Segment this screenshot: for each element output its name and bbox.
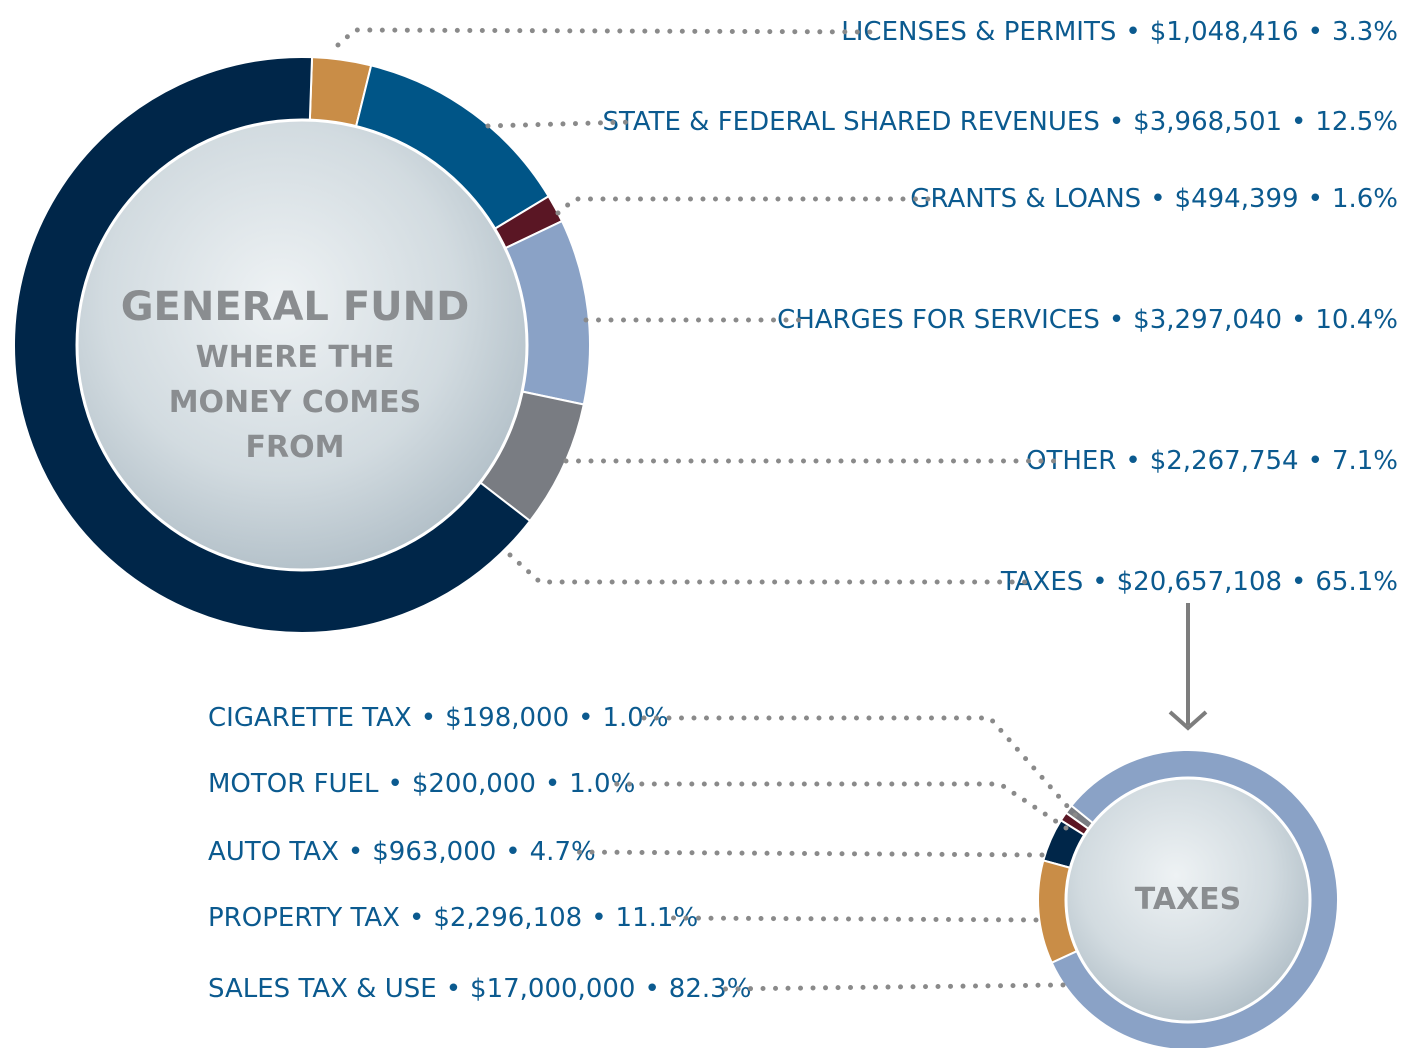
segment-label: TAXES • $20,657,108 • 65.1% <box>1000 567 1398 597</box>
leader-line <box>720 982 1066 992</box>
segment-label: PROPERTY TAX • $2,296,108 • 11.1% <box>208 903 698 933</box>
donut-center <box>75 118 529 572</box>
arrow-head <box>1168 710 1208 731</box>
label-part: $1,048,416 <box>1150 17 1299 47</box>
label-part: SALES TAX & USE <box>208 974 437 1004</box>
segment-label: LICENSES & PERMITS • $1,048,416 • 3.3% <box>841 17 1398 47</box>
segment-label: MOTOR FUEL • $200,000 • 1.0% <box>208 769 635 799</box>
label-part: • <box>446 974 461 1004</box>
label-part: • <box>1092 567 1107 597</box>
label-part: 7.1% <box>1332 446 1398 476</box>
label-part: MOTOR FUEL <box>208 769 379 799</box>
label-part: • <box>578 703 593 733</box>
label-part: • <box>1125 17 1140 47</box>
label-part: CHARGES FOR SERVICES <box>777 305 1100 335</box>
leader-line <box>667 915 1039 923</box>
chart-subtitle: WHERE THE MONEY COMES FROM <box>168 340 422 465</box>
label-part: • <box>591 903 606 933</box>
label-part: $2,296,108 <box>433 903 582 933</box>
label-part: • <box>505 837 520 867</box>
donut-center <box>1064 776 1312 1024</box>
label-part: 1.0% <box>569 769 635 799</box>
label-part: • <box>545 769 560 799</box>
label-part: • <box>1109 305 1124 335</box>
segment-label: OTHER • $2,267,754 • 7.1% <box>1026 446 1398 476</box>
segment-label: CHARGES FOR SERVICES • $3,297,040 • 10.4% <box>777 305 1398 335</box>
segment-label: GRANTS & LOANS • $494,399 • 1.6% <box>910 184 1398 214</box>
chart-title: TAXES <box>1134 882 1242 917</box>
label-part: STATE & FEDERAL SHARED REVENUES <box>602 107 1099 137</box>
label-part: AUTO TAX <box>208 837 339 867</box>
leader-line <box>555 196 943 216</box>
label-part: • <box>1308 446 1323 476</box>
label-part: • <box>421 703 436 733</box>
label-part: • <box>1291 305 1306 335</box>
label-part: $200,000 <box>412 769 536 799</box>
label-part: $198,000 <box>445 703 569 733</box>
label-part: • <box>1150 184 1165 214</box>
label-part: • <box>348 837 363 867</box>
label-part: PROPERTY TAX <box>208 903 400 933</box>
label-part: • <box>387 769 402 799</box>
label-part: $20,657,108 <box>1117 567 1282 597</box>
label-part: GRANTS & LOANS <box>910 184 1141 214</box>
segment-label: AUTO TAX • $963,000 • 4.7% <box>208 837 596 867</box>
label-part: $17,000,000 <box>470 974 635 1004</box>
label-part: $3,968,501 <box>1133 107 1282 137</box>
label-part: CIGARETTE TAX <box>208 703 412 733</box>
label-part: 3.3% <box>1332 17 1398 47</box>
segment-label: STATE & FEDERAL SHARED REVENUES • $3,968,5… <box>602 107 1398 137</box>
leader-line <box>507 552 1034 585</box>
label-part: • <box>409 903 424 933</box>
leader-line <box>485 119 635 129</box>
chart-title: GENERAL FUND <box>120 284 470 330</box>
label-part: 4.7% <box>530 837 596 867</box>
label-part: $2,267,754 <box>1150 446 1299 476</box>
leader-line <box>565 849 1045 858</box>
label-part: • <box>1308 17 1323 47</box>
leader-line <box>638 715 1078 818</box>
label-part: $963,000 <box>372 837 496 867</box>
label-part: 12.5% <box>1315 107 1398 137</box>
label-part: • <box>1109 107 1124 137</box>
leader-line <box>335 27 874 48</box>
label-part: $3,297,040 <box>1133 305 1282 335</box>
label-part: 65.1% <box>1315 567 1398 597</box>
segment-label: CIGARETTE TAX • $198,000 • 1.0% <box>208 703 669 733</box>
leader-line <box>604 781 1069 831</box>
label-part: LICENSES & PERMITS <box>841 17 1116 47</box>
label-part: • <box>1291 107 1306 137</box>
label-part: $494,399 <box>1175 184 1299 214</box>
label-part: 1.6% <box>1332 184 1398 214</box>
label-part: • <box>1125 446 1140 476</box>
segment-label: SALES TAX & USE • $17,000,000 • 82.3% <box>208 974 751 1004</box>
label-part: • <box>644 974 659 1004</box>
label-part: 10.4% <box>1315 305 1398 335</box>
label-part: • <box>1291 567 1306 597</box>
label-part: • <box>1308 184 1323 214</box>
